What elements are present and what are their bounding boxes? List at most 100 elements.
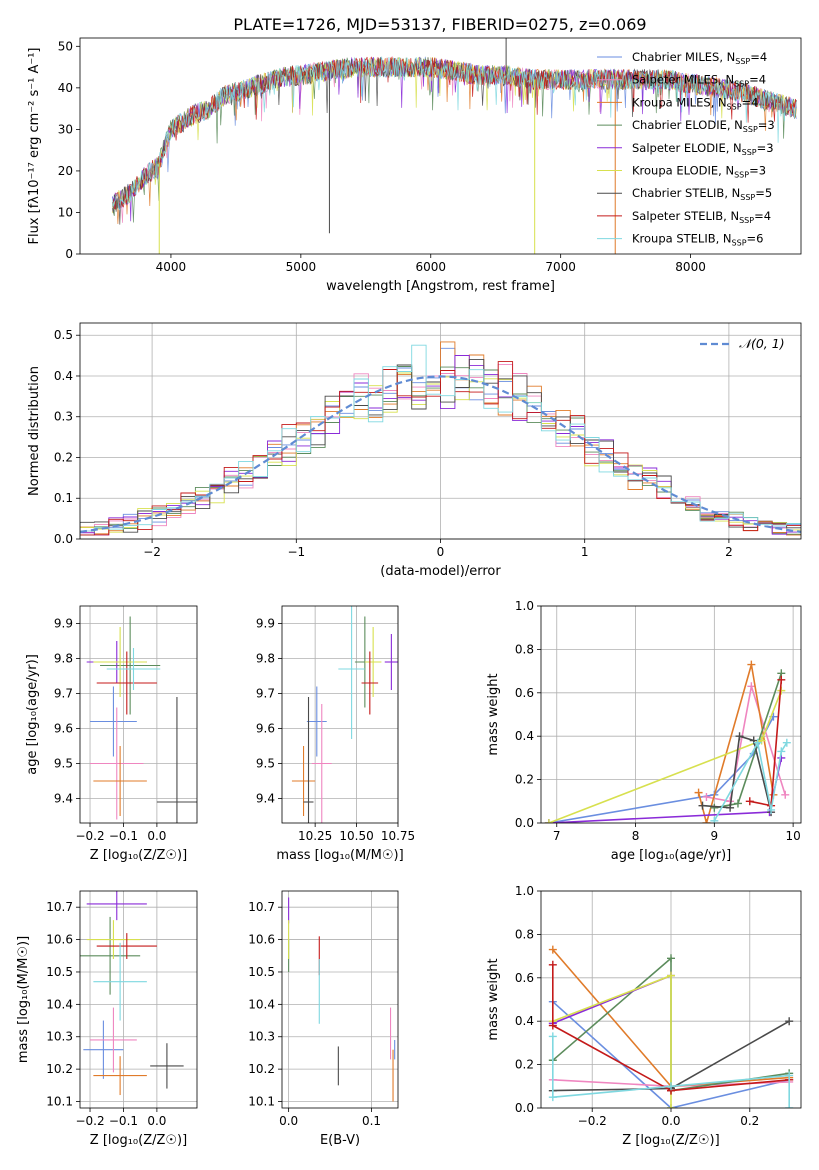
plot-area (80, 891, 184, 1096)
legend-label-sub: SSP (739, 216, 754, 225)
errorbar-chabrier-stelib (303, 697, 314, 823)
axes-frame (540, 890, 802, 1109)
errorbar-kroupa-miles (93, 746, 147, 816)
x-tick-label: 5000 (286, 260, 317, 274)
weight-marker (710, 816, 719, 823)
y-tick-label: 10.2 (248, 1062, 275, 1076)
x-axis-label: Z [log₁₀(Z/Z☉)] (90, 1133, 187, 1148)
legend-label-tail: =3 (749, 164, 766, 178)
weight-marker (694, 788, 703, 797)
weight-marker (733, 799, 742, 808)
weight-line (706, 686, 786, 803)
errorbar-salpeter-miles (90, 1007, 137, 1073)
weight-series-kroupa-stelib (710, 738, 791, 823)
errorbar-chabrier-elodie (80, 916, 141, 995)
errorbar-kroupa-miles (291, 746, 316, 816)
legend-label-main: Chabrier STELIB, N (632, 186, 740, 200)
x-tick-label: 2 (725, 545, 733, 559)
weight-series-kroupa-miles (694, 660, 778, 823)
x-tick-label: 10 (785, 829, 800, 843)
plot-area (288, 897, 396, 1102)
legend-label: Kroupa STELIB, NSSP=6 (632, 232, 763, 248)
y-tick-label: 0.5 (54, 328, 73, 342)
errorbar-kroupa-elodie (86, 920, 141, 960)
axes-frame (79, 605, 198, 824)
weight-line (714, 673, 783, 809)
axes-frame (281, 605, 399, 824)
chart-weight_vs_age: 7 8 9 10 0.0 0.2 0.4 0.6 0.8 1.0 age [log₁₀(age/yr… (486, 599, 802, 863)
chart-residuals: −2 −1 0 1 2 0.0 0.1 0.2 0.3 0.4 0.5 (data-model)/er… (27, 322, 802, 579)
weight-marker (747, 660, 756, 669)
plot-area (544, 660, 791, 823)
errorbar-salpeter-elodie (384, 634, 398, 690)
weight-marker (544, 819, 553, 823)
legend-label-sub: SSP (743, 125, 758, 134)
weight-marker (747, 682, 756, 691)
legend-label-sub: SSP (734, 80, 749, 89)
y-tick-label: 9.8 (256, 652, 275, 666)
y-tick-label: 10.7 (248, 900, 275, 914)
legend-label-tail: =6 (747, 232, 764, 246)
y-tick-label: 30 (58, 122, 73, 136)
y-tick-label: 0.8 (515, 642, 534, 656)
y-tick-label: 1.0 (515, 884, 534, 898)
legend-label-main: Kroupa MILES, N (632, 95, 727, 109)
x-axis-label: wavelength [Angstrom, rest frame] (326, 279, 555, 294)
weight-marker (767, 805, 776, 814)
legend-label-tail: =4 (742, 95, 759, 109)
x-tick-label: 10.25 (298, 829, 332, 843)
legend-label-tail: =3 (758, 118, 775, 132)
y-tick-label: 0.6 (515, 971, 534, 985)
weight-marker (710, 803, 719, 812)
y-tick-label: 9.5 (256, 757, 275, 771)
chart-age_vs_Z: −0.2 −0.1 0.0 9.4 9.5 9.6 9.7 9.8 9.9 Z [log₁₀(Z/… (25, 605, 198, 863)
x-tick-label: 7000 (545, 260, 576, 274)
weight-line (552, 964, 790, 1092)
frame: 7 8 9 10 0.0 0.2 0.4 0.6 0.8 1.0 age [log₁₀(age/yr… (486, 599, 802, 863)
errorbar-kroupa-stelib (106, 648, 161, 690)
y-axis-label: mass weight (486, 673, 501, 755)
y-tick-label: 10.3 (248, 1030, 275, 1044)
grid (541, 605, 801, 824)
frame: −0.2 −0.1 0.0 10.1 10.2 10.3 10.4 10.5 10.6 10.7 Z… (16, 890, 198, 1148)
legend-label: Salpeter MILES, NSSP=4 (632, 73, 766, 89)
weight-marker (782, 738, 791, 747)
x-axis-label: Z [log₁₀(Z/Z☉)] (90, 848, 187, 863)
y-axis-label: Normed distribution (27, 366, 42, 496)
y-tick-label: 0.0 (515, 816, 534, 830)
legend-label-tail: =5 (755, 186, 772, 200)
frame: −0.2 −0.1 0.0 9.4 9.5 9.6 9.7 9.8 9.9 Z [log₁₀(Z/… (25, 605, 198, 863)
legend-label-sub: SSP (727, 102, 742, 111)
x-tick-label: −0.2 (578, 1114, 607, 1128)
y-tick-label: 10.5 (248, 965, 275, 979)
legend-label: Salpeter ELODIE, NSSP=3 (632, 141, 774, 157)
y-tick-label: 10.1 (248, 1095, 275, 1109)
weight-marker (781, 790, 790, 799)
y-tick-label: 10.6 (46, 933, 73, 947)
gaussian-curve (80, 375, 801, 533)
chart-weight_vs_Z: −0.2 0.0 0.2 0.0 0.2 0.4 0.6 0.8 1.0 Z [log₁₀(Z/Z… (486, 884, 802, 1148)
weight-line (552, 1001, 790, 1108)
x-tick-label: 0.0 (147, 829, 166, 843)
y-tick-label: 0.2 (54, 450, 73, 464)
x-tick-label: 4000 (156, 260, 187, 274)
chart-mass_vs_Z: −0.2 −0.1 0.0 10.1 10.2 10.3 10.4 10.5 10.6 10.7 Z… (16, 890, 198, 1148)
x-axis-label: E(B-V) (320, 1133, 360, 1148)
legend-label-tail: =4 (750, 50, 767, 64)
legend-label-tail: =4 (749, 73, 766, 87)
y-tick-label: 1.0 (515, 599, 534, 613)
weight-marker (777, 675, 786, 684)
axes-frame (281, 890, 399, 1109)
legend-label: Chabrier ELODIE, NSSP=3 (632, 118, 775, 134)
y-tick-label: 0.0 (54, 532, 73, 546)
grid (80, 606, 197, 823)
weight-marker (667, 954, 675, 963)
errorbar-chabrier-miles (90, 686, 137, 757)
grid (282, 606, 399, 823)
x-tick-label: −0.1 (109, 829, 138, 843)
x-tick-label: −0.2 (75, 1114, 104, 1128)
spectrum-line-kroupa-stelib (112, 56, 797, 211)
legend-label: Chabrier STELIB, NSSP=5 (632, 186, 772, 202)
y-tick-label: 0.4 (515, 729, 534, 743)
weight-marker (745, 797, 754, 806)
